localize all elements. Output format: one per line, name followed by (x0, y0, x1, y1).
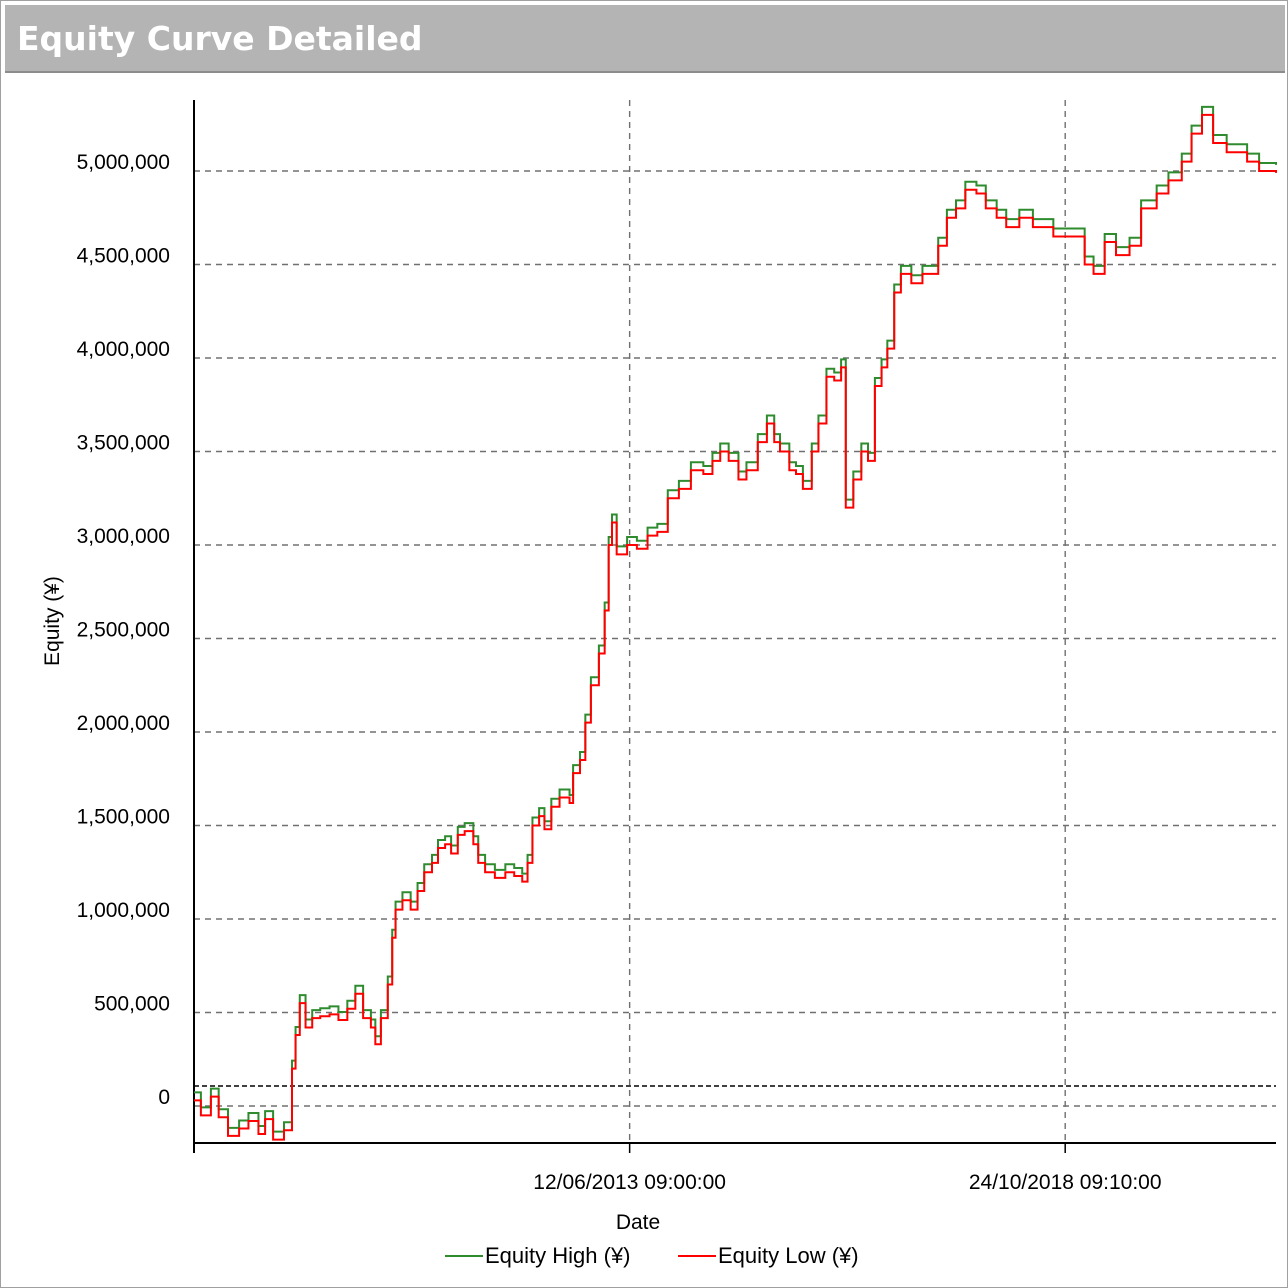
legend-item-low: Equity Low (¥) (678, 1243, 859, 1269)
label-layer: Equity (¥) Date 0 500,000 1,000,000 1,500,0… (41, 151, 1162, 1234)
y-tick-label: 4,500,000 (77, 245, 170, 268)
y-tick-label: 5,000,000 (77, 151, 170, 174)
y-axis-title: Equity (¥) (41, 576, 64, 666)
y-tick-label: 3,000,000 (77, 525, 170, 548)
legend-label-low: Equity Low (¥) (718, 1243, 859, 1268)
y-tick-label: 2,500,000 (77, 619, 170, 642)
x-tick-label: 24/10/2018 09:10:00 (969, 1171, 1162, 1194)
x-axis-title: Date (616, 1211, 660, 1234)
y-tick-label: 4,000,000 (77, 338, 170, 361)
legend-item-high: Equity High (¥) (445, 1243, 631, 1269)
legend-swatch-high (445, 1255, 483, 1257)
grid-layer (194, 100, 1276, 1143)
chart-title: Equity Curve Detailed (17, 19, 423, 58)
y-tick-label: 1,500,000 (77, 806, 170, 829)
title-bar: Equity Curve Detailed (5, 5, 1285, 73)
y-tick-label: 3,500,000 (77, 432, 170, 455)
series-line-equity-high (194, 105, 1277, 1133)
axis-layer (193, 100, 1276, 1153)
y-tick-label: 1,000,000 (77, 899, 170, 922)
legend: Equity High (¥) Equity Low (¥) (0, 1243, 1288, 1273)
legend-label-high: Equity High (¥) (485, 1243, 631, 1268)
y-tick-label: 500,000 (94, 993, 170, 1016)
series-line-equity-low (194, 113, 1277, 1141)
series-layer (194, 105, 1277, 1141)
y-tick-label: 0 (158, 1086, 170, 1109)
legend-swatch-low (678, 1255, 716, 1257)
y-tick-label: 2,000,000 (77, 712, 170, 735)
x-tick-label: 12/06/2013 09:00:00 (533, 1171, 726, 1194)
